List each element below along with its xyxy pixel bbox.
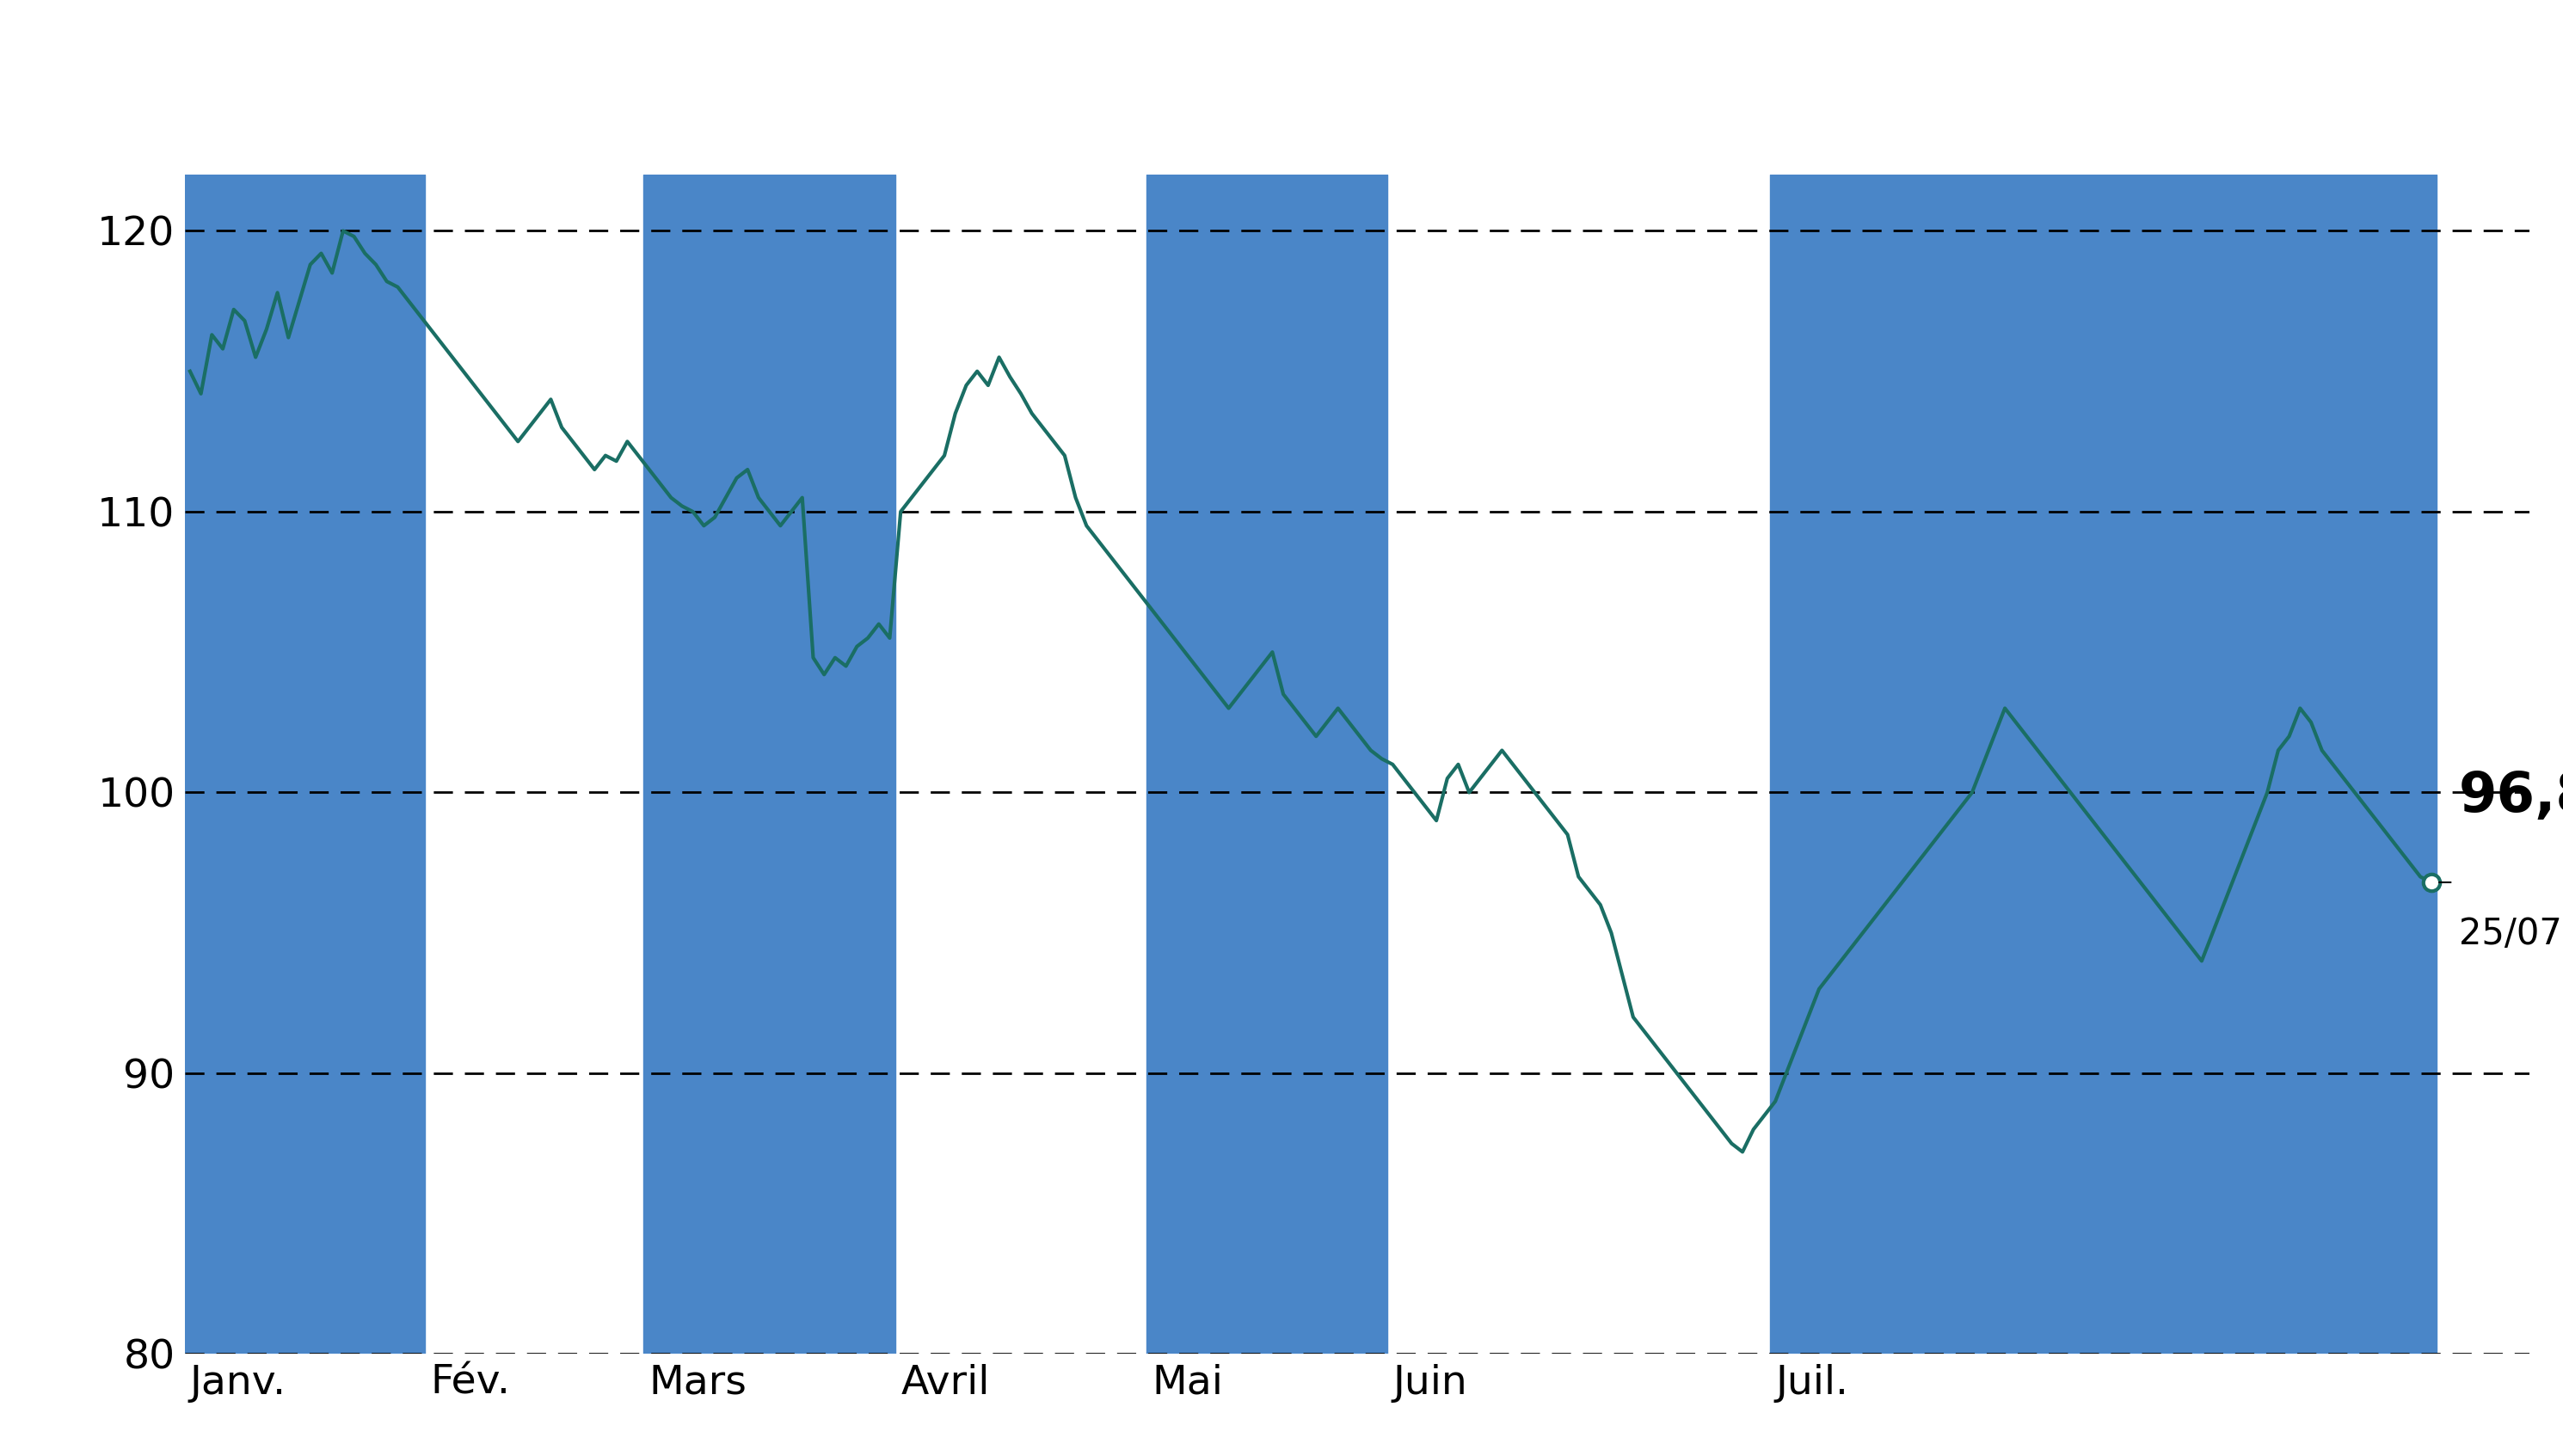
Bar [1146, 175, 1387, 1354]
Text: SECHE ENVIRONNEM.: SECHE ENVIRONNEM. [636, 16, 1927, 121]
Bar [643, 175, 894, 1354]
Text: 25/07: 25/07 [2458, 916, 2560, 952]
Bar [1771, 175, 2437, 1354]
Bar [185, 175, 425, 1354]
Text: 96,80: 96,80 [2458, 770, 2563, 823]
